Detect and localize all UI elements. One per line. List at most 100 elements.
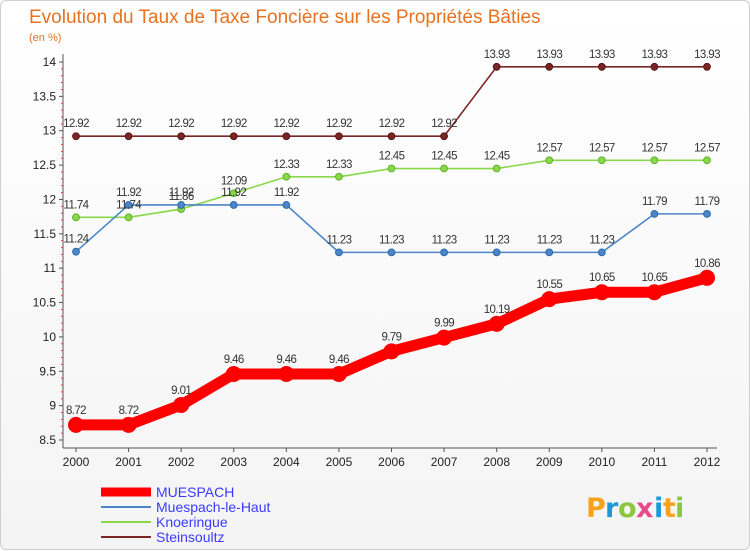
x-tick-label: 2010 — [588, 455, 615, 469]
data-label: 12.57 — [694, 142, 720, 154]
y-tick-label: 13.5 — [33, 89, 57, 103]
data-label: 11.86 — [169, 191, 194, 203]
data-point — [387, 248, 396, 257]
y-tick-label: 11 — [44, 261, 57, 275]
data-point — [282, 201, 291, 209]
data-label: 9.46 — [329, 354, 349, 366]
data-label: 11.24 — [64, 234, 90, 246]
data-label: 12.92 — [326, 118, 352, 130]
data-label: 9.46 — [224, 354, 244, 366]
y-tick-label: 11.5 — [34, 227, 57, 241]
series-layer — [68, 62, 715, 433]
data-point — [177, 132, 186, 141]
x-tick-label: 2009 — [536, 455, 563, 469]
data-point — [177, 201, 186, 209]
logo-letter: t — [663, 493, 676, 524]
data-point — [703, 62, 711, 71]
data-label: 11.23 — [432, 234, 457, 246]
data-point — [597, 62, 606, 71]
data-point — [278, 366, 295, 383]
data-point — [387, 132, 396, 141]
logo-letter: o — [618, 493, 637, 524]
data-point — [492, 164, 501, 173]
data-point — [541, 291, 558, 308]
x-tick-label: 2002 — [168, 455, 195, 469]
data-point — [229, 201, 238, 209]
data-label: 12.92 — [273, 118, 299, 130]
data-label: 12.45 — [379, 151, 405, 163]
legend-label: Steinsoultz — [156, 529, 224, 545]
logo-letter: r — [605, 493, 619, 524]
data-label: 11.92 — [221, 187, 246, 199]
y-tick-label: 9.5 — [39, 364, 56, 378]
data-label: 9.46 — [276, 354, 296, 366]
data-label: 11.92 — [274, 187, 299, 199]
data-label: 9.79 — [382, 331, 402, 343]
data-point — [440, 132, 448, 141]
data-point — [124, 213, 133, 222]
data-point — [124, 201, 133, 209]
data-label: 12.92 — [116, 118, 142, 130]
data-point — [440, 164, 448, 173]
data-label: 11.23 — [589, 234, 614, 246]
data-point — [703, 156, 711, 165]
data-label: 11.92 — [116, 187, 141, 199]
data-label: 12.92 — [221, 118, 247, 130]
data-point — [229, 132, 238, 141]
x-tick-label: 2001 — [115, 455, 142, 469]
logo-letter: x — [636, 493, 653, 524]
y-tick-label: 9 — [49, 399, 56, 413]
data-label: 12.45 — [484, 151, 510, 163]
y-tick-label: 12 — [43, 192, 57, 206]
x-tick-label: 2011 — [642, 455, 668, 469]
legend-label: MUESPACH — [156, 484, 234, 500]
data-point — [330, 366, 347, 383]
data-label: 12.45 — [431, 151, 457, 163]
data-point — [492, 62, 501, 71]
data-label: 12.92 — [168, 118, 194, 130]
data-label: 10.65 — [589, 272, 615, 284]
data-point — [72, 213, 80, 222]
data-label: 9.01 — [171, 385, 191, 397]
data-point — [545, 62, 554, 71]
data-point — [282, 172, 291, 181]
data-point — [593, 284, 610, 301]
data-label: 11.74 — [116, 199, 142, 211]
data-label: 11.23 — [484, 234, 509, 246]
y-tick-label: 8.5 — [39, 433, 56, 447]
data-point — [597, 156, 606, 165]
y-tick-label: 13 — [43, 124, 57, 138]
data-label: 10.65 — [642, 272, 668, 284]
logo-letter: P — [586, 493, 606, 524]
data-label: 13.93 — [642, 49, 668, 61]
chart-subtitle: (en %) — [29, 32, 61, 44]
data-label: 13.93 — [694, 49, 720, 61]
x-tick-label: 2012 — [694, 455, 721, 469]
data-point — [650, 156, 659, 165]
data-label: 13.93 — [536, 49, 562, 61]
data-point — [68, 416, 84, 433]
data-point — [545, 248, 554, 257]
y-tick-label: 14 — [43, 55, 57, 69]
data-label: 11.79 — [642, 196, 667, 208]
data-label: 11.79 — [695, 196, 720, 208]
data-point — [335, 248, 343, 257]
data-label: 13.93 — [484, 49, 510, 61]
legend-label: Knoeringue — [156, 514, 228, 530]
data-label: 10.19 — [484, 304, 510, 316]
data-point — [699, 269, 715, 286]
data-point — [120, 416, 137, 433]
data-label: 11.23 — [379, 234, 404, 246]
x-tick-label: 2004 — [273, 455, 300, 469]
data-point — [492, 248, 501, 257]
data-point — [597, 248, 606, 257]
data-point — [650, 62, 659, 71]
x-tick-label: 2007 — [431, 455, 458, 469]
y-tick-label: 12.5 — [33, 158, 57, 172]
chart-title: Evolution du Taux de Taxe Foncière sur l… — [29, 7, 541, 28]
data-label: 13.93 — [589, 49, 615, 61]
data-point — [650, 209, 659, 218]
y-tick-label: 10.5 — [33, 296, 57, 310]
data-label: 11.23 — [537, 234, 562, 246]
